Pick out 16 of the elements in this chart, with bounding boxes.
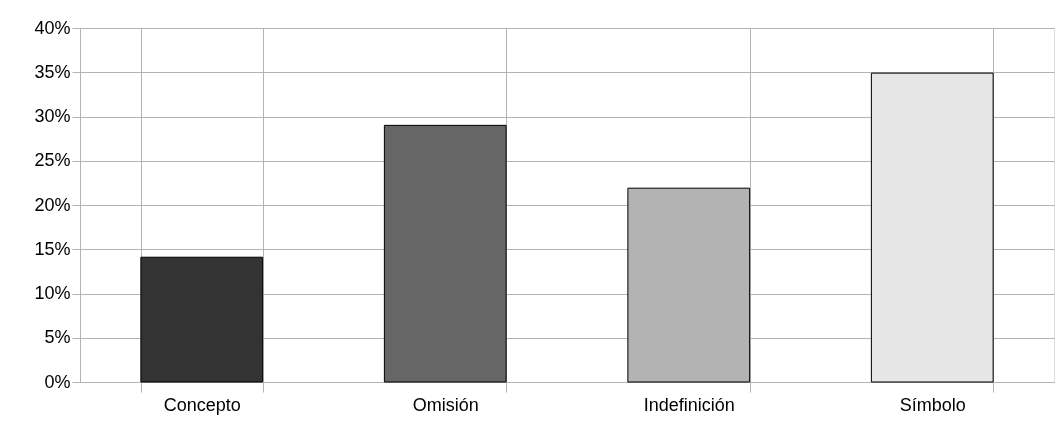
y-tick-label: 10% (34, 283, 71, 303)
y-tick-label: 0% (44, 371, 71, 392)
x-tick-label: Símbolo (899, 394, 966, 415)
y-tick-label: 25% (34, 150, 71, 171)
x-tick-label: Concepto (163, 394, 241, 415)
y-tick-label: 30% (34, 106, 71, 126)
x-tick-label: Omisión (412, 394, 479, 415)
x-tick-label: Indefinición (643, 394, 735, 415)
bar (870, 72, 994, 383)
y-tick-label: 40% (34, 17, 71, 38)
y-tick-label: 35% (34, 61, 71, 82)
y-tick-label: 15% (34, 238, 71, 259)
bar (140, 256, 264, 383)
bar (383, 124, 507, 383)
y-tick-label: 5% (44, 327, 71, 348)
y-tick-label: 20% (34, 194, 71, 215)
